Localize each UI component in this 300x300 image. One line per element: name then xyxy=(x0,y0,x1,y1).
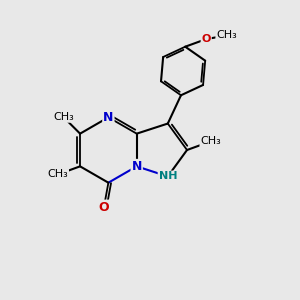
Text: CH₃: CH₃ xyxy=(53,112,74,122)
Text: CH₃: CH₃ xyxy=(47,169,68,179)
Text: N: N xyxy=(103,111,114,124)
Text: N: N xyxy=(131,160,142,173)
Text: NH: NH xyxy=(158,172,177,182)
Text: CH₃: CH₃ xyxy=(216,31,237,40)
Text: O: O xyxy=(99,201,109,214)
Text: O: O xyxy=(202,34,211,44)
Text: CH₃: CH₃ xyxy=(200,136,221,146)
